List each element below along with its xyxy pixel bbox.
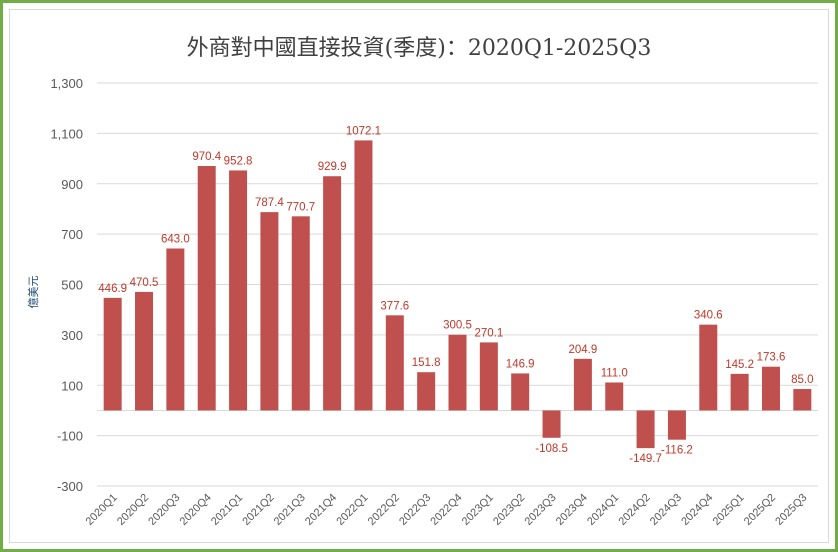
data-label: -108.5 — [535, 443, 568, 455]
x-tick-label: 2023Q4 — [554, 492, 590, 528]
bar-2023Q1 — [479, 342, 498, 411]
x-tick-label: 2025Q1 — [711, 492, 747, 528]
x-tick-label: 2024Q4 — [679, 492, 715, 528]
bar-2022Q1 — [354, 140, 373, 411]
bar-2024Q2 — [636, 410, 655, 449]
bar-2022Q3 — [417, 372, 436, 411]
x-tick-label: 2023Q1 — [460, 492, 496, 528]
x-tick-label: 2024Q3 — [648, 492, 684, 528]
bar-2020Q1 — [103, 297, 122, 411]
data-label: 377.6 — [380, 300, 409, 312]
x-tick-label: 2021Q2 — [240, 492, 276, 528]
y-axis-label: 億美元 — [27, 276, 40, 309]
data-label: 470.5 — [130, 277, 159, 289]
data-label: 787.4 — [255, 197, 284, 209]
data-label: 111.0 — [601, 367, 628, 379]
x-tick-label: 2023Q3 — [522, 492, 558, 528]
bar-2021Q4 — [323, 176, 342, 411]
data-label: 1072.1 — [346, 125, 381, 137]
x-tick-label: 2022Q4 — [428, 492, 464, 528]
x-tick-label: 2022Q3 — [397, 492, 433, 528]
bar-2025Q1 — [730, 373, 749, 411]
data-label: 643.0 — [161, 233, 190, 245]
data-label: -149.7 — [629, 453, 662, 465]
x-tick-label: 2020Q4 — [178, 492, 214, 528]
data-label: 952.8 — [224, 155, 253, 167]
x-tick-label: 2020Q3 — [146, 492, 182, 528]
x-tick-label: 2023Q2 — [491, 492, 527, 528]
bar-2024Q4 — [699, 324, 718, 411]
x-tick-label: 2025Q3 — [773, 492, 809, 528]
x-tick-label: 2020Q1 — [84, 492, 120, 528]
bar-2020Q4 — [197, 166, 216, 411]
y-tick-label: 300 — [61, 328, 83, 343]
y-tick-label: -100 — [57, 429, 83, 444]
data-label: 270.1 — [474, 327, 503, 339]
bar-2024Q1 — [605, 382, 624, 411]
bar-2023Q4 — [573, 358, 592, 411]
x-tick-label: 2022Q2 — [366, 492, 402, 528]
x-tick-label: 2020Q2 — [115, 492, 151, 528]
y-tick-label: 100 — [61, 378, 83, 393]
x-tick-label: 2021Q3 — [272, 492, 308, 528]
chart-title: 外商對中國直接投資(季度)：2020Q1-2025Q3 — [187, 36, 652, 61]
x-tick-label: 2025Q2 — [742, 492, 778, 528]
x-tick-label: 2021Q1 — [209, 492, 245, 528]
data-label: 146.9 — [506, 358, 535, 370]
data-label: 145.2 — [725, 359, 754, 371]
y-tick-label: 700 — [61, 227, 83, 242]
data-label: 929.9 — [318, 161, 347, 173]
data-label: 300.5 — [443, 320, 472, 332]
data-label: 770.7 — [286, 201, 315, 213]
x-tick-label: 2024Q1 — [585, 492, 621, 528]
y-tick-label: 500 — [61, 278, 83, 293]
data-label: -116.2 — [661, 445, 693, 457]
data-label: 173.6 — [757, 352, 786, 364]
x-tick-label: 2022Q1 — [334, 492, 370, 528]
y-tick-label: -300 — [57, 479, 83, 494]
data-label: 340.6 — [694, 310, 723, 322]
x-tick-label: 2024Q2 — [617, 492, 653, 528]
data-label: 85.0 — [791, 374, 813, 386]
bar-2021Q2 — [260, 212, 279, 411]
bar-2025Q2 — [761, 366, 780, 411]
bar-2023Q3 — [542, 410, 561, 438]
bar-2020Q3 — [166, 248, 185, 411]
data-label: 970.4 — [192, 151, 221, 163]
bar-chart: 外商對中國直接投資(季度)：2020Q1-2025Q3 億美元 -300 -100… — [27, 36, 818, 528]
bar-2025Q3 — [793, 389, 812, 411]
y-tick-label: 1,300 — [50, 76, 83, 91]
bar-2022Q4 — [448, 334, 467, 411]
x-tick-label: 2021Q4 — [303, 492, 339, 528]
bar-2020Q2 — [135, 291, 154, 411]
bar-2021Q3 — [291, 216, 310, 411]
bar-2024Q3 — [667, 410, 686, 440]
bar-2021Q1 — [229, 170, 248, 411]
chart-area — [9, 9, 829, 543]
data-label: 151.8 — [412, 357, 441, 369]
data-label: 204.9 — [569, 344, 598, 356]
bar-2023Q2 — [511, 373, 530, 411]
data-label: 446.9 — [98, 283, 127, 295]
y-tick-label: 1,100 — [50, 126, 83, 141]
y-tick-label: 900 — [61, 177, 83, 192]
bar-2022Q2 — [385, 315, 404, 411]
